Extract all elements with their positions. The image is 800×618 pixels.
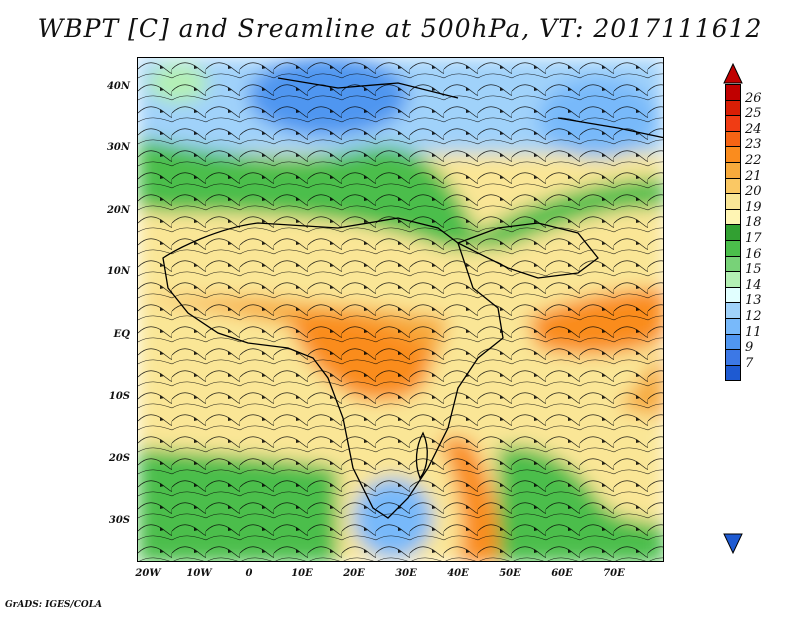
colorbar-label: 17	[745, 231, 762, 246]
colorbar-label: 19	[745, 199, 762, 215]
colorbar-label: 18	[745, 215, 762, 231]
colorbar-label: 26	[745, 90, 762, 106]
wbpt-streamline-map	[138, 58, 663, 561]
lat-label: 10S	[108, 391, 130, 402]
colorbar-label: 16	[745, 246, 762, 262]
colorbar-segment	[725, 115, 741, 132]
lat-label: 20N	[106, 205, 130, 216]
colorbar-segment	[725, 286, 741, 304]
colorbar-segment	[725, 255, 741, 273]
lat-label: 40N	[106, 81, 130, 92]
lon-label: 50E	[499, 568, 521, 579]
colorbar-segment	[725, 208, 741, 226]
colorbar-label: 25	[745, 106, 762, 122]
lat-label: 10N	[106, 266, 130, 277]
lon-label: 10E	[291, 568, 313, 579]
colorbar-segment	[725, 364, 741, 382]
colorbar-segment	[725, 84, 741, 101]
map-panel	[137, 57, 664, 562]
colorbar-label: 24	[745, 121, 762, 137]
colorbar-segment	[725, 130, 741, 148]
colorbar-segment	[725, 162, 741, 179]
colorbar-label: 22	[745, 153, 762, 168]
lon-label: 20W	[135, 568, 161, 579]
colorbar-segment	[725, 302, 741, 319]
colorbar-segment	[725, 349, 741, 366]
colorbar-label: 7	[745, 355, 754, 371]
colorbar-label: 11	[745, 324, 762, 340]
colorbar-segment	[725, 224, 741, 241]
colorbar-label: 12	[745, 309, 762, 324]
coastlines	[162, 77, 663, 519]
lat-label: 30S	[108, 515, 130, 526]
lon-label: 20E	[343, 568, 365, 579]
grads-credit: GrADS: IGES/COLA	[5, 600, 103, 610]
lon-label: 30E	[395, 568, 417, 579]
colorbar-segment	[725, 146, 741, 163]
colorbar-label: 13	[745, 293, 762, 309]
colorbar-segment	[725, 240, 741, 257]
lat-label: EQ	[113, 329, 130, 340]
lon-label: 60E	[551, 568, 573, 579]
colorbar-segment	[725, 271, 741, 288]
lat-label: 30N	[106, 142, 130, 153]
lon-label: 70E	[603, 568, 625, 579]
lon-label: 0	[245, 568, 253, 579]
streamlines	[138, 58, 663, 561]
map-title: WBPT [C] and Sreamline at 500hPa, VT: 20…	[37, 14, 763, 43]
colorbar-top-arrow	[723, 63, 743, 84]
colorbar-segment	[725, 177, 741, 195]
colorbar-label: 15	[745, 262, 762, 278]
colorbar-label: 23	[745, 137, 762, 153]
colorbar-segment	[725, 333, 741, 351]
colorbar-segment	[725, 318, 741, 335]
colorbar-label: 20	[745, 184, 762, 200]
lat-label: 20S	[108, 453, 130, 464]
colorbar-segment	[725, 193, 741, 210]
colorbar-label: 9	[745, 340, 754, 356]
colorbar-bottom-arrow	[723, 533, 743, 555]
colorbar-label: 21	[745, 168, 762, 184]
lon-label: 40E	[447, 568, 469, 579]
colorbar-segment	[725, 99, 741, 117]
colorbar-label: 14	[745, 277, 762, 293]
lon-label: 10W	[186, 568, 212, 579]
